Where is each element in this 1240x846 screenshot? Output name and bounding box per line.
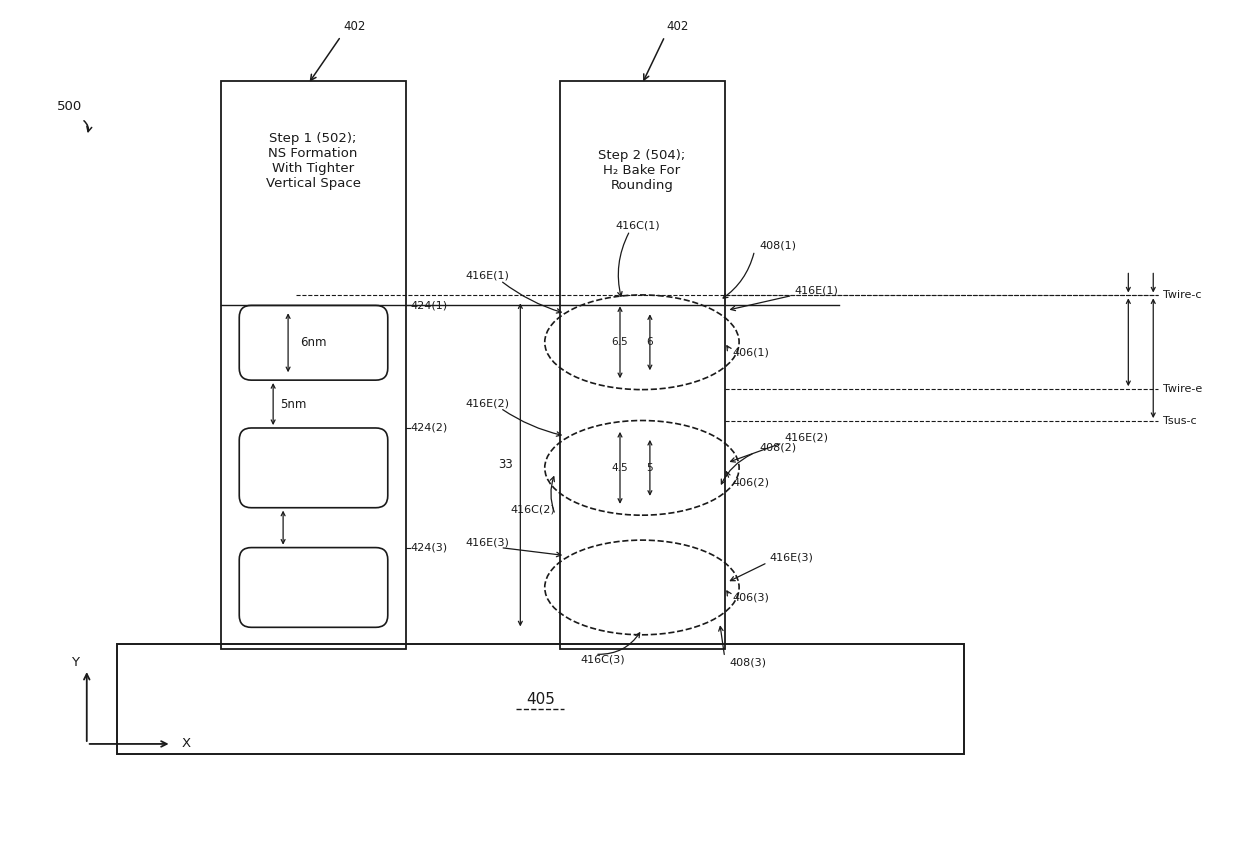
Text: 416E(3): 416E(3): [770, 552, 813, 563]
Text: 6nm: 6nm: [300, 336, 326, 349]
Text: 416C(1): 416C(1): [615, 221, 660, 231]
Text: 408(2): 408(2): [760, 443, 796, 453]
Text: 408(3): 408(3): [729, 657, 766, 667]
Text: X: X: [181, 738, 191, 750]
Text: 416E(3): 416E(3): [465, 537, 510, 547]
Text: 416E(2): 416E(2): [785, 433, 828, 443]
Text: 416C(3): 416C(3): [580, 654, 625, 664]
Text: 402: 402: [667, 19, 689, 33]
Text: Twire-c: Twire-c: [1163, 290, 1202, 300]
Bar: [117, 645, 963, 754]
Text: 406(1): 406(1): [733, 347, 770, 357]
Text: 406(3): 406(3): [733, 592, 770, 602]
Text: 4.5: 4.5: [611, 463, 629, 473]
Bar: [221, 81, 405, 649]
Text: 416E(1): 416E(1): [795, 285, 838, 295]
Text: 416E(2): 416E(2): [465, 398, 510, 408]
Text: Step 2 (504);
H₂ Bake For
Rounding: Step 2 (504); H₂ Bake For Rounding: [599, 150, 686, 192]
Text: 6: 6: [646, 338, 653, 347]
Text: 406(2): 406(2): [733, 478, 770, 488]
Text: 6.5: 6.5: [611, 338, 629, 347]
Text: 416C(2): 416C(2): [511, 505, 556, 514]
Text: Tsus-c: Tsus-c: [1163, 416, 1197, 426]
Text: 405: 405: [526, 691, 554, 706]
Text: Y: Y: [71, 656, 79, 668]
Bar: [560, 81, 724, 649]
Text: 408(1): 408(1): [760, 240, 796, 250]
Text: 424(1): 424(1): [410, 300, 448, 310]
Text: Step 1 (502);
NS Formation
With Tighter
Vertical Space: Step 1 (502); NS Formation With Tighter …: [265, 132, 361, 190]
Text: 5nm: 5nm: [280, 398, 306, 410]
Text: 33: 33: [498, 459, 513, 471]
Text: 500: 500: [57, 100, 82, 113]
Text: 424(3): 424(3): [410, 542, 448, 552]
Text: 424(2): 424(2): [410, 423, 448, 433]
Text: 5: 5: [646, 463, 653, 473]
Text: 402: 402: [343, 19, 366, 33]
Text: Twire-e: Twire-e: [1163, 384, 1203, 394]
Text: 416E(1): 416E(1): [465, 271, 510, 281]
